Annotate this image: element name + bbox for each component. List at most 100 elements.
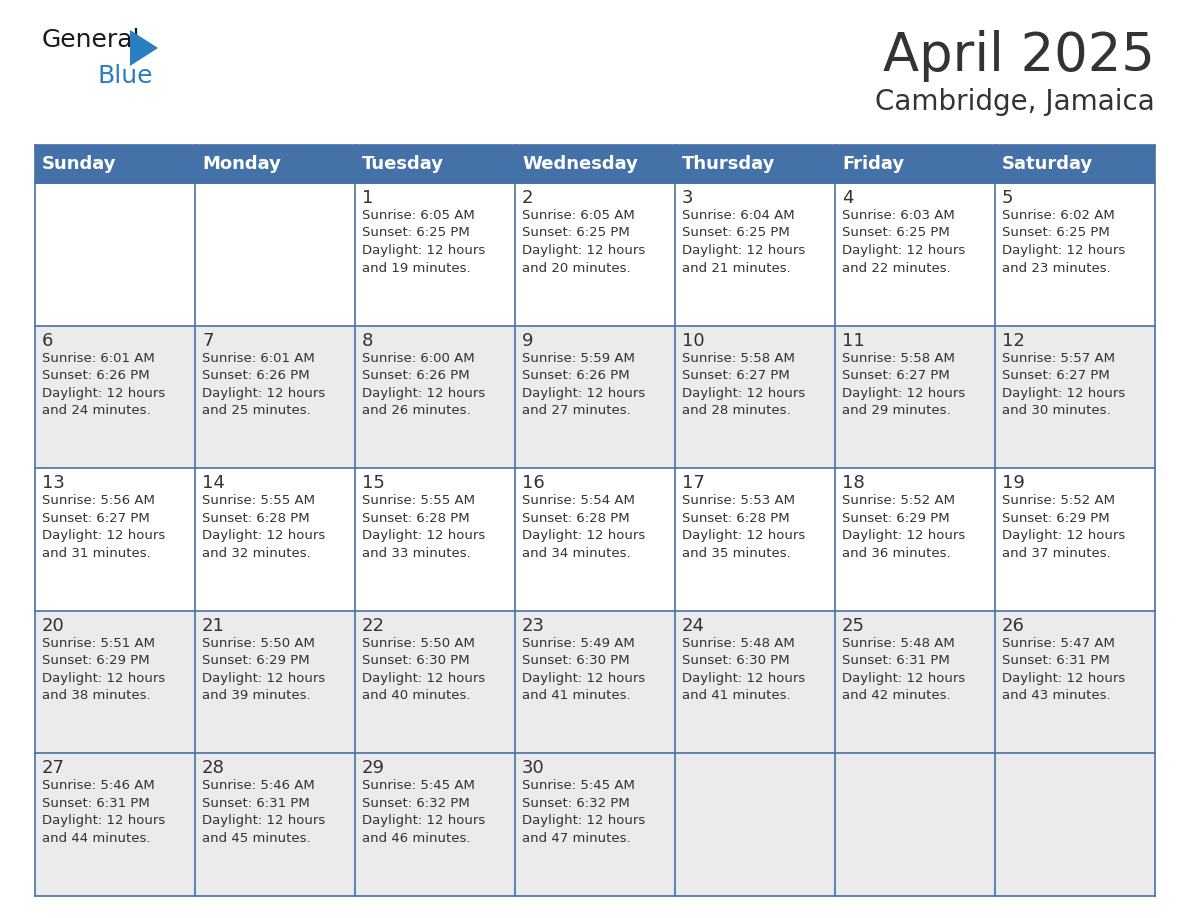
- Text: 29: 29: [362, 759, 385, 778]
- Text: 28: 28: [202, 759, 225, 778]
- Bar: [996, 183, 1155, 326]
- Bar: [34, 326, 195, 468]
- Bar: [195, 326, 355, 468]
- Text: 27: 27: [42, 759, 65, 778]
- Text: Sunrise: 5:48 AM
Sunset: 6:30 PM
Daylight: 12 hours
and 41 minutes.: Sunrise: 5:48 AM Sunset: 6:30 PM Dayligh…: [682, 637, 805, 702]
- Bar: [835, 610, 996, 754]
- Bar: [835, 183, 996, 326]
- Text: 17: 17: [682, 475, 704, 492]
- Text: 23: 23: [522, 617, 545, 635]
- Text: 11: 11: [842, 331, 865, 350]
- Bar: [996, 145, 1155, 183]
- Text: Sunrise: 5:46 AM
Sunset: 6:31 PM
Daylight: 12 hours
and 45 minutes.: Sunrise: 5:46 AM Sunset: 6:31 PM Dayligh…: [202, 779, 326, 845]
- Text: 30: 30: [522, 759, 545, 778]
- Bar: [34, 468, 195, 610]
- Bar: [34, 610, 195, 754]
- Text: Sunrise: 6:01 AM
Sunset: 6:26 PM
Daylight: 12 hours
and 24 minutes.: Sunrise: 6:01 AM Sunset: 6:26 PM Dayligh…: [42, 352, 165, 417]
- Text: Sunrise: 5:47 AM
Sunset: 6:31 PM
Daylight: 12 hours
and 43 minutes.: Sunrise: 5:47 AM Sunset: 6:31 PM Dayligh…: [1001, 637, 1125, 702]
- Text: 20: 20: [42, 617, 65, 635]
- Text: 24: 24: [682, 617, 704, 635]
- Bar: [34, 145, 195, 183]
- Text: 3: 3: [682, 189, 694, 207]
- Text: Sunrise: 5:52 AM
Sunset: 6:29 PM
Daylight: 12 hours
and 36 minutes.: Sunrise: 5:52 AM Sunset: 6:29 PM Dayligh…: [842, 494, 965, 560]
- Text: 5: 5: [1001, 189, 1013, 207]
- Text: Sunrise: 6:05 AM
Sunset: 6:25 PM
Daylight: 12 hours
and 20 minutes.: Sunrise: 6:05 AM Sunset: 6:25 PM Dayligh…: [522, 209, 645, 274]
- Bar: [355, 326, 516, 468]
- Text: Sunrise: 5:45 AM
Sunset: 6:32 PM
Daylight: 12 hours
and 46 minutes.: Sunrise: 5:45 AM Sunset: 6:32 PM Dayligh…: [362, 779, 485, 845]
- Text: 19: 19: [1001, 475, 1025, 492]
- Bar: [516, 145, 675, 183]
- Text: Sunrise: 5:58 AM
Sunset: 6:27 PM
Daylight: 12 hours
and 29 minutes.: Sunrise: 5:58 AM Sunset: 6:27 PM Dayligh…: [842, 352, 965, 417]
- Text: Monday: Monday: [202, 155, 280, 173]
- Text: 8: 8: [362, 331, 373, 350]
- Text: 7: 7: [202, 331, 214, 350]
- Text: 22: 22: [362, 617, 385, 635]
- Text: 26: 26: [1001, 617, 1025, 635]
- Text: Sunrise: 5:56 AM
Sunset: 6:27 PM
Daylight: 12 hours
and 31 minutes.: Sunrise: 5:56 AM Sunset: 6:27 PM Dayligh…: [42, 494, 165, 560]
- Text: Sunrise: 5:49 AM
Sunset: 6:30 PM
Daylight: 12 hours
and 41 minutes.: Sunrise: 5:49 AM Sunset: 6:30 PM Dayligh…: [522, 637, 645, 702]
- Text: General: General: [42, 28, 140, 52]
- Bar: [675, 754, 835, 896]
- Text: Sunrise: 5:58 AM
Sunset: 6:27 PM
Daylight: 12 hours
and 28 minutes.: Sunrise: 5:58 AM Sunset: 6:27 PM Dayligh…: [682, 352, 805, 417]
- Text: Wednesday: Wednesday: [522, 155, 638, 173]
- Text: Sunrise: 6:00 AM
Sunset: 6:26 PM
Daylight: 12 hours
and 26 minutes.: Sunrise: 6:00 AM Sunset: 6:26 PM Dayligh…: [362, 352, 485, 417]
- Text: Sunrise: 5:54 AM
Sunset: 6:28 PM
Daylight: 12 hours
and 34 minutes.: Sunrise: 5:54 AM Sunset: 6:28 PM Dayligh…: [522, 494, 645, 560]
- Text: Sunrise: 5:50 AM
Sunset: 6:30 PM
Daylight: 12 hours
and 40 minutes.: Sunrise: 5:50 AM Sunset: 6:30 PM Dayligh…: [362, 637, 485, 702]
- Text: Sunday: Sunday: [42, 155, 116, 173]
- Text: Friday: Friday: [842, 155, 904, 173]
- Bar: [195, 183, 355, 326]
- Bar: [195, 610, 355, 754]
- Bar: [355, 145, 516, 183]
- Bar: [675, 145, 835, 183]
- Bar: [195, 468, 355, 610]
- Text: 13: 13: [42, 475, 65, 492]
- Text: Saturday: Saturday: [1001, 155, 1093, 173]
- Text: Sunrise: 5:45 AM
Sunset: 6:32 PM
Daylight: 12 hours
and 47 minutes.: Sunrise: 5:45 AM Sunset: 6:32 PM Dayligh…: [522, 779, 645, 845]
- Bar: [996, 754, 1155, 896]
- Bar: [195, 754, 355, 896]
- Text: 15: 15: [362, 475, 385, 492]
- Bar: [34, 183, 195, 326]
- Text: Sunrise: 5:50 AM
Sunset: 6:29 PM
Daylight: 12 hours
and 39 minutes.: Sunrise: 5:50 AM Sunset: 6:29 PM Dayligh…: [202, 637, 326, 702]
- Text: Blue: Blue: [97, 64, 153, 88]
- Bar: [675, 326, 835, 468]
- Text: Tuesday: Tuesday: [362, 155, 444, 173]
- Text: April 2025: April 2025: [883, 30, 1155, 82]
- Text: 16: 16: [522, 475, 545, 492]
- Bar: [835, 326, 996, 468]
- Text: Sunrise: 5:55 AM
Sunset: 6:28 PM
Daylight: 12 hours
and 33 minutes.: Sunrise: 5:55 AM Sunset: 6:28 PM Dayligh…: [362, 494, 485, 560]
- Text: 21: 21: [202, 617, 225, 635]
- Bar: [516, 183, 675, 326]
- Bar: [996, 326, 1155, 468]
- Text: Thursday: Thursday: [682, 155, 776, 173]
- Text: 4: 4: [842, 189, 853, 207]
- Bar: [835, 754, 996, 896]
- Text: Sunrise: 5:46 AM
Sunset: 6:31 PM
Daylight: 12 hours
and 44 minutes.: Sunrise: 5:46 AM Sunset: 6:31 PM Dayligh…: [42, 779, 165, 845]
- Text: 14: 14: [202, 475, 225, 492]
- Bar: [355, 468, 516, 610]
- Bar: [835, 145, 996, 183]
- Text: 9: 9: [522, 331, 533, 350]
- Bar: [996, 468, 1155, 610]
- Text: Sunrise: 5:59 AM
Sunset: 6:26 PM
Daylight: 12 hours
and 27 minutes.: Sunrise: 5:59 AM Sunset: 6:26 PM Dayligh…: [522, 352, 645, 417]
- Text: Sunrise: 6:01 AM
Sunset: 6:26 PM
Daylight: 12 hours
and 25 minutes.: Sunrise: 6:01 AM Sunset: 6:26 PM Dayligh…: [202, 352, 326, 417]
- Polygon shape: [129, 30, 158, 66]
- Text: Sunrise: 6:02 AM
Sunset: 6:25 PM
Daylight: 12 hours
and 23 minutes.: Sunrise: 6:02 AM Sunset: 6:25 PM Dayligh…: [1001, 209, 1125, 274]
- Bar: [835, 468, 996, 610]
- Bar: [675, 468, 835, 610]
- Bar: [355, 754, 516, 896]
- Text: 18: 18: [842, 475, 865, 492]
- Text: 25: 25: [842, 617, 865, 635]
- Text: Sunrise: 6:03 AM
Sunset: 6:25 PM
Daylight: 12 hours
and 22 minutes.: Sunrise: 6:03 AM Sunset: 6:25 PM Dayligh…: [842, 209, 965, 274]
- Bar: [355, 610, 516, 754]
- Text: 10: 10: [682, 331, 704, 350]
- Bar: [675, 610, 835, 754]
- Text: Sunrise: 5:48 AM
Sunset: 6:31 PM
Daylight: 12 hours
and 42 minutes.: Sunrise: 5:48 AM Sunset: 6:31 PM Dayligh…: [842, 637, 965, 702]
- Text: 2: 2: [522, 189, 533, 207]
- Text: Cambridge, Jamaica: Cambridge, Jamaica: [876, 88, 1155, 116]
- Text: Sunrise: 5:53 AM
Sunset: 6:28 PM
Daylight: 12 hours
and 35 minutes.: Sunrise: 5:53 AM Sunset: 6:28 PM Dayligh…: [682, 494, 805, 560]
- Text: Sunrise: 5:52 AM
Sunset: 6:29 PM
Daylight: 12 hours
and 37 minutes.: Sunrise: 5:52 AM Sunset: 6:29 PM Dayligh…: [1001, 494, 1125, 560]
- Bar: [355, 183, 516, 326]
- Bar: [516, 610, 675, 754]
- Text: Sunrise: 5:55 AM
Sunset: 6:28 PM
Daylight: 12 hours
and 32 minutes.: Sunrise: 5:55 AM Sunset: 6:28 PM Dayligh…: [202, 494, 326, 560]
